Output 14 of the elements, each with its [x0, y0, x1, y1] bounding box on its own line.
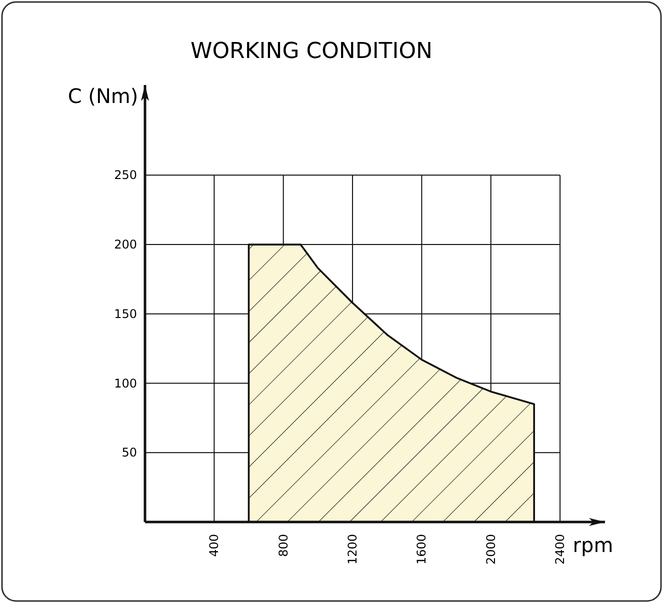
y-tick-label: 100: [114, 376, 137, 390]
y-axis-title: C (Nm): [68, 84, 138, 108]
y-tick-label: 200: [114, 238, 137, 252]
x-tick-label: 1200: [346, 534, 360, 565]
y-tick-label: 50: [122, 446, 137, 460]
x-tick-label: 2400: [553, 534, 568, 565]
x-tick-label: 2000: [484, 534, 498, 565]
x-tick-label: 400: [207, 534, 222, 557]
x-tick-label: 1600: [414, 534, 429, 565]
x-tick-label: 800: [276, 534, 290, 557]
y-tick-label: 150: [114, 306, 137, 321]
y-tick-label: 250: [114, 168, 137, 182]
chart-title: WORKING CONDITION: [190, 39, 433, 64]
x-axis-title: rpm: [572, 533, 614, 557]
